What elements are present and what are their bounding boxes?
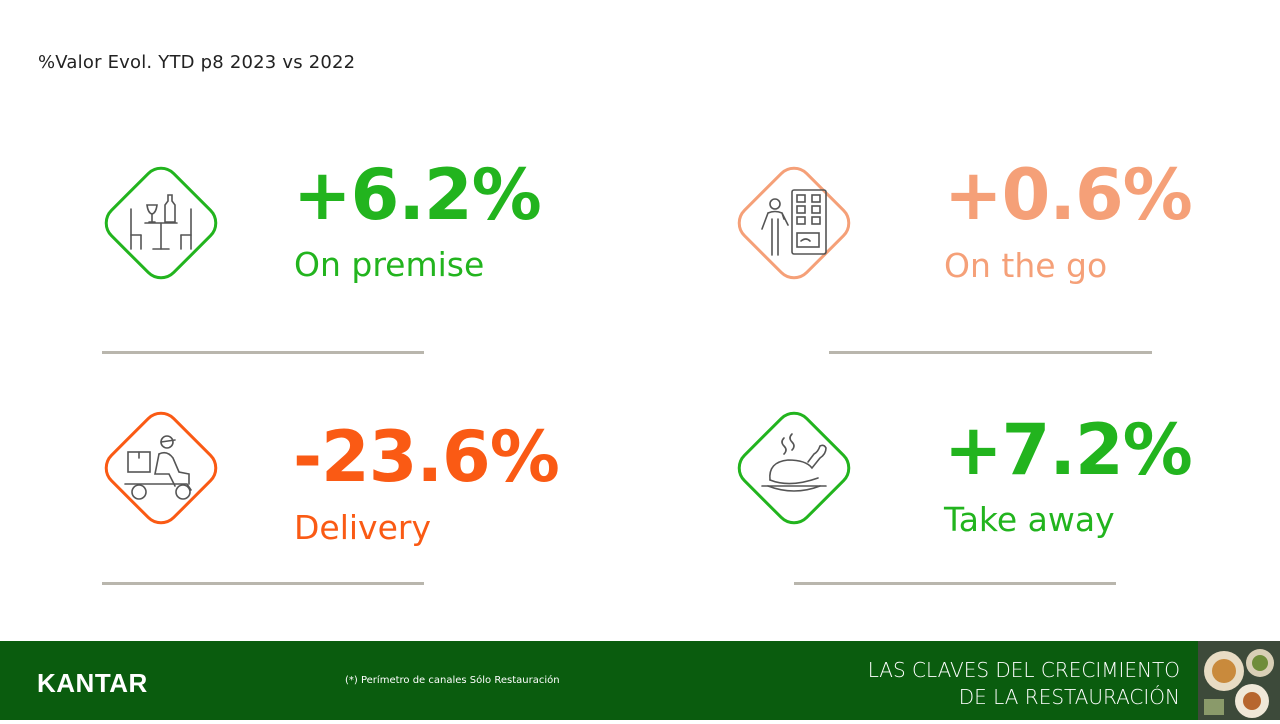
metric-label-on-the-go: On the go — [944, 246, 1108, 285]
footer-title: LAS CLAVES DEL CRECIMIENTO DE LA RESTAUR… — [868, 657, 1180, 711]
footnote: (*) Perímetro de canales Sólo Restauraci… — [345, 675, 560, 686]
food-photo — [1198, 641, 1280, 720]
delivery-scooter-icon — [95, 402, 227, 534]
divider — [102, 351, 424, 354]
roast-chicken-icon — [728, 402, 860, 534]
divider — [794, 582, 1116, 585]
metric-label-take-away: Take away — [944, 500, 1115, 539]
metric-value-on-the-go: +0.6% — [944, 154, 1193, 236]
metric-label-delivery: Delivery — [294, 508, 431, 547]
footer-title-line1: LAS CLAVES DEL CRECIMIENTO — [867, 658, 1180, 682]
metric-value-delivery: -23.6% — [293, 416, 560, 498]
footer-title-line2: DE LA RESTAURACIÓN — [958, 685, 1180, 709]
divider — [829, 351, 1152, 354]
vending-machine-person-icon — [728, 157, 860, 289]
metric-value-take-away: +7.2% — [944, 409, 1193, 491]
metric-value-on-premise: +6.2% — [293, 154, 542, 236]
divider — [102, 582, 424, 585]
restaurant-table-icon — [95, 157, 227, 289]
metric-label-on-premise: On premise — [294, 245, 485, 284]
page-subtitle: %Valor Evol. YTD p8 2023 vs 2022 — [38, 52, 356, 73]
footer-bar: KANTAR (*) Perímetro de canales Sólo Res… — [0, 641, 1280, 720]
kantar-logo: KANTAR — [37, 668, 148, 698]
